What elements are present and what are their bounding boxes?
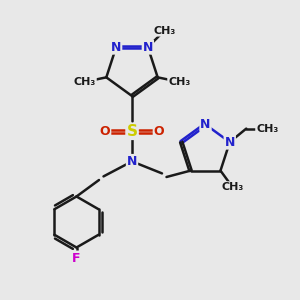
Text: N: N	[225, 136, 235, 148]
Text: F: F	[72, 251, 81, 265]
Text: N: N	[111, 41, 121, 54]
Text: CH₃: CH₃	[168, 77, 190, 87]
Text: O: O	[154, 125, 164, 138]
Text: O: O	[100, 125, 110, 138]
Text: S: S	[127, 124, 137, 139]
Text: CH₃: CH₃	[153, 26, 176, 36]
Text: CH₃: CH₃	[221, 182, 244, 192]
Text: CH₃: CH₃	[256, 124, 278, 134]
Text: N: N	[127, 155, 137, 168]
Text: N: N	[200, 118, 211, 131]
Text: N: N	[143, 41, 153, 54]
Text: CH₃: CH₃	[74, 77, 96, 87]
